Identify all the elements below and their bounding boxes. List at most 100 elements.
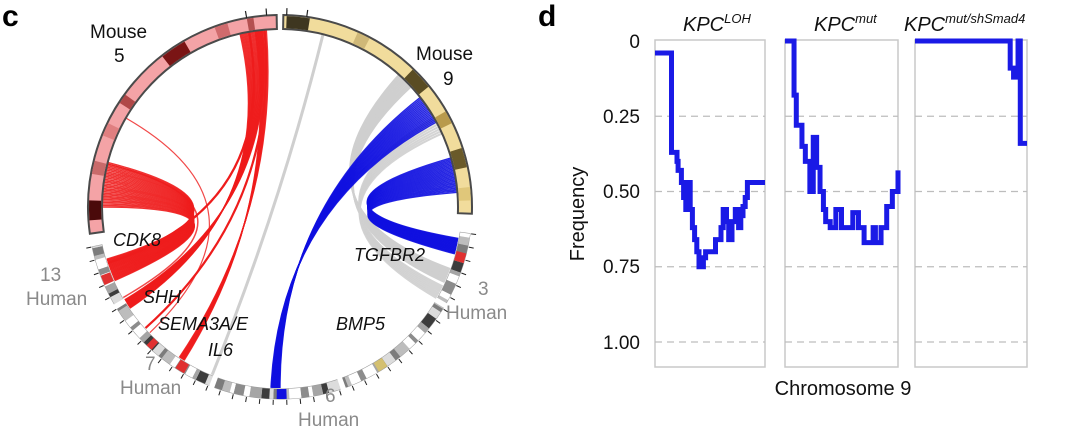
panel-title-kpc-mut: KPCmut — [814, 11, 878, 36]
mouse-9-ideogram — [282, 14, 473, 215]
gene-label-tgfbr2: TGFBR2 — [354, 245, 425, 265]
human-band — [94, 253, 106, 260]
series-line — [655, 50, 765, 270]
mouse-9-band-base — [282, 14, 473, 215]
human-band — [243, 385, 251, 397]
panel-frame — [914, 39, 1028, 368]
panel-c-label: c — [2, 0, 19, 33]
human-band — [446, 272, 460, 284]
human-chromosome-ideogram — [91, 231, 471, 400]
human-highlight-band — [373, 357, 388, 372]
human-band — [449, 269, 461, 277]
human-band — [311, 384, 324, 397]
human-band — [348, 371, 362, 386]
mouse-5-band — [91, 160, 107, 176]
gene-label-il6: IL6 — [208, 340, 234, 360]
human-band — [152, 343, 165, 356]
red-link — [144, 29, 268, 329]
mouse-5-band — [89, 200, 102, 221]
human-band — [195, 370, 209, 384]
ring-tick — [461, 272, 467, 276]
ring-tick — [218, 390, 221, 396]
human-band — [261, 388, 270, 399]
red-synteny-links — [101, 29, 269, 361]
ring-tick — [306, 9, 309, 17]
human-band — [459, 232, 471, 238]
human-band — [233, 383, 246, 396]
human-band — [402, 336, 416, 349]
human-chromosome-gap — [337, 377, 347, 391]
gene-label-bmp5: BMP5 — [336, 314, 386, 334]
ring-tick — [408, 350, 413, 355]
y-tick-label-0: 0 — [629, 32, 640, 53]
ring-tick — [465, 259, 471, 263]
grey-link — [210, 33, 325, 376]
mouse-9-band — [435, 111, 452, 129]
ring-tick — [89, 259, 95, 263]
x-axis-label: Chromosome 9 — [775, 378, 912, 400]
ring-tick — [418, 340, 423, 345]
human-band — [192, 368, 201, 380]
grey-link — [358, 132, 443, 299]
ring-tick — [137, 340, 142, 345]
mouse-9-band — [404, 69, 429, 95]
human-13-number: 13 — [40, 265, 61, 286]
ring-tick — [471, 233, 477, 236]
panel-title-kpc-mut-shsmad4: KPCmut/shSmad4 — [904, 11, 1025, 36]
ring-tick — [244, 10, 248, 19]
ring-tick — [180, 373, 184, 379]
gene-label-sema3a-e: SEMA3A/E — [158, 314, 249, 334]
panel-d-label: d — [538, 0, 556, 33]
human-band — [362, 363, 378, 379]
mouse-5-band — [119, 94, 136, 110]
human-band — [92, 246, 105, 257]
human-band — [158, 348, 168, 359]
mouse-9-band — [286, 16, 310, 31]
human-6-name: Human — [298, 410, 359, 431]
human-13-name: Human — [26, 289, 87, 310]
ring-tick — [147, 350, 152, 355]
ring-tick — [93, 272, 99, 276]
ring-tick — [299, 398, 302, 404]
grey-link — [351, 85, 446, 283]
y-tick-label-4: 1.00 — [603, 333, 640, 354]
human-band — [394, 341, 410, 357]
ring-tick — [427, 330, 432, 335]
human-band — [204, 374, 215, 387]
mouse-9-band — [352, 32, 370, 49]
ring-tick — [351, 385, 355, 391]
human-band — [161, 350, 176, 365]
ring-tick — [313, 396, 315, 403]
human-band — [427, 306, 441, 319]
human-band — [439, 290, 451, 301]
y-tick-label-1: 0.25 — [603, 107, 640, 128]
human-band — [441, 279, 456, 295]
blue-synteny-links — [270, 96, 459, 389]
mouse-5-ideogram — [87, 14, 278, 235]
human-band — [118, 305, 134, 321]
ring-tick — [98, 285, 104, 288]
human-band — [344, 375, 352, 387]
ring-tick — [364, 380, 368, 386]
mouse-5-number: 5 — [114, 46, 125, 67]
ring-tick — [326, 394, 329, 400]
human-highlight-band — [100, 272, 114, 286]
human-3-name: Human — [446, 303, 507, 324]
human-band — [288, 387, 302, 399]
ring-tick — [192, 380, 196, 386]
gene-label-shh: SHH — [143, 287, 182, 307]
human-band — [169, 356, 181, 368]
human-band — [98, 266, 110, 276]
y-tick-label-2: 0.50 — [603, 182, 640, 203]
human-6-number: 6 — [325, 386, 336, 407]
ring-tick — [450, 297, 456, 301]
ring-ticks — [86, 8, 477, 405]
human-7-number: 7 — [145, 354, 156, 375]
human-band — [185, 365, 197, 378]
human-band — [92, 244, 103, 249]
ring-tick — [111, 308, 117, 313]
y-tick-label-3: 0.75 — [603, 257, 640, 278]
human-band — [326, 379, 341, 393]
red-link — [107, 163, 199, 299]
